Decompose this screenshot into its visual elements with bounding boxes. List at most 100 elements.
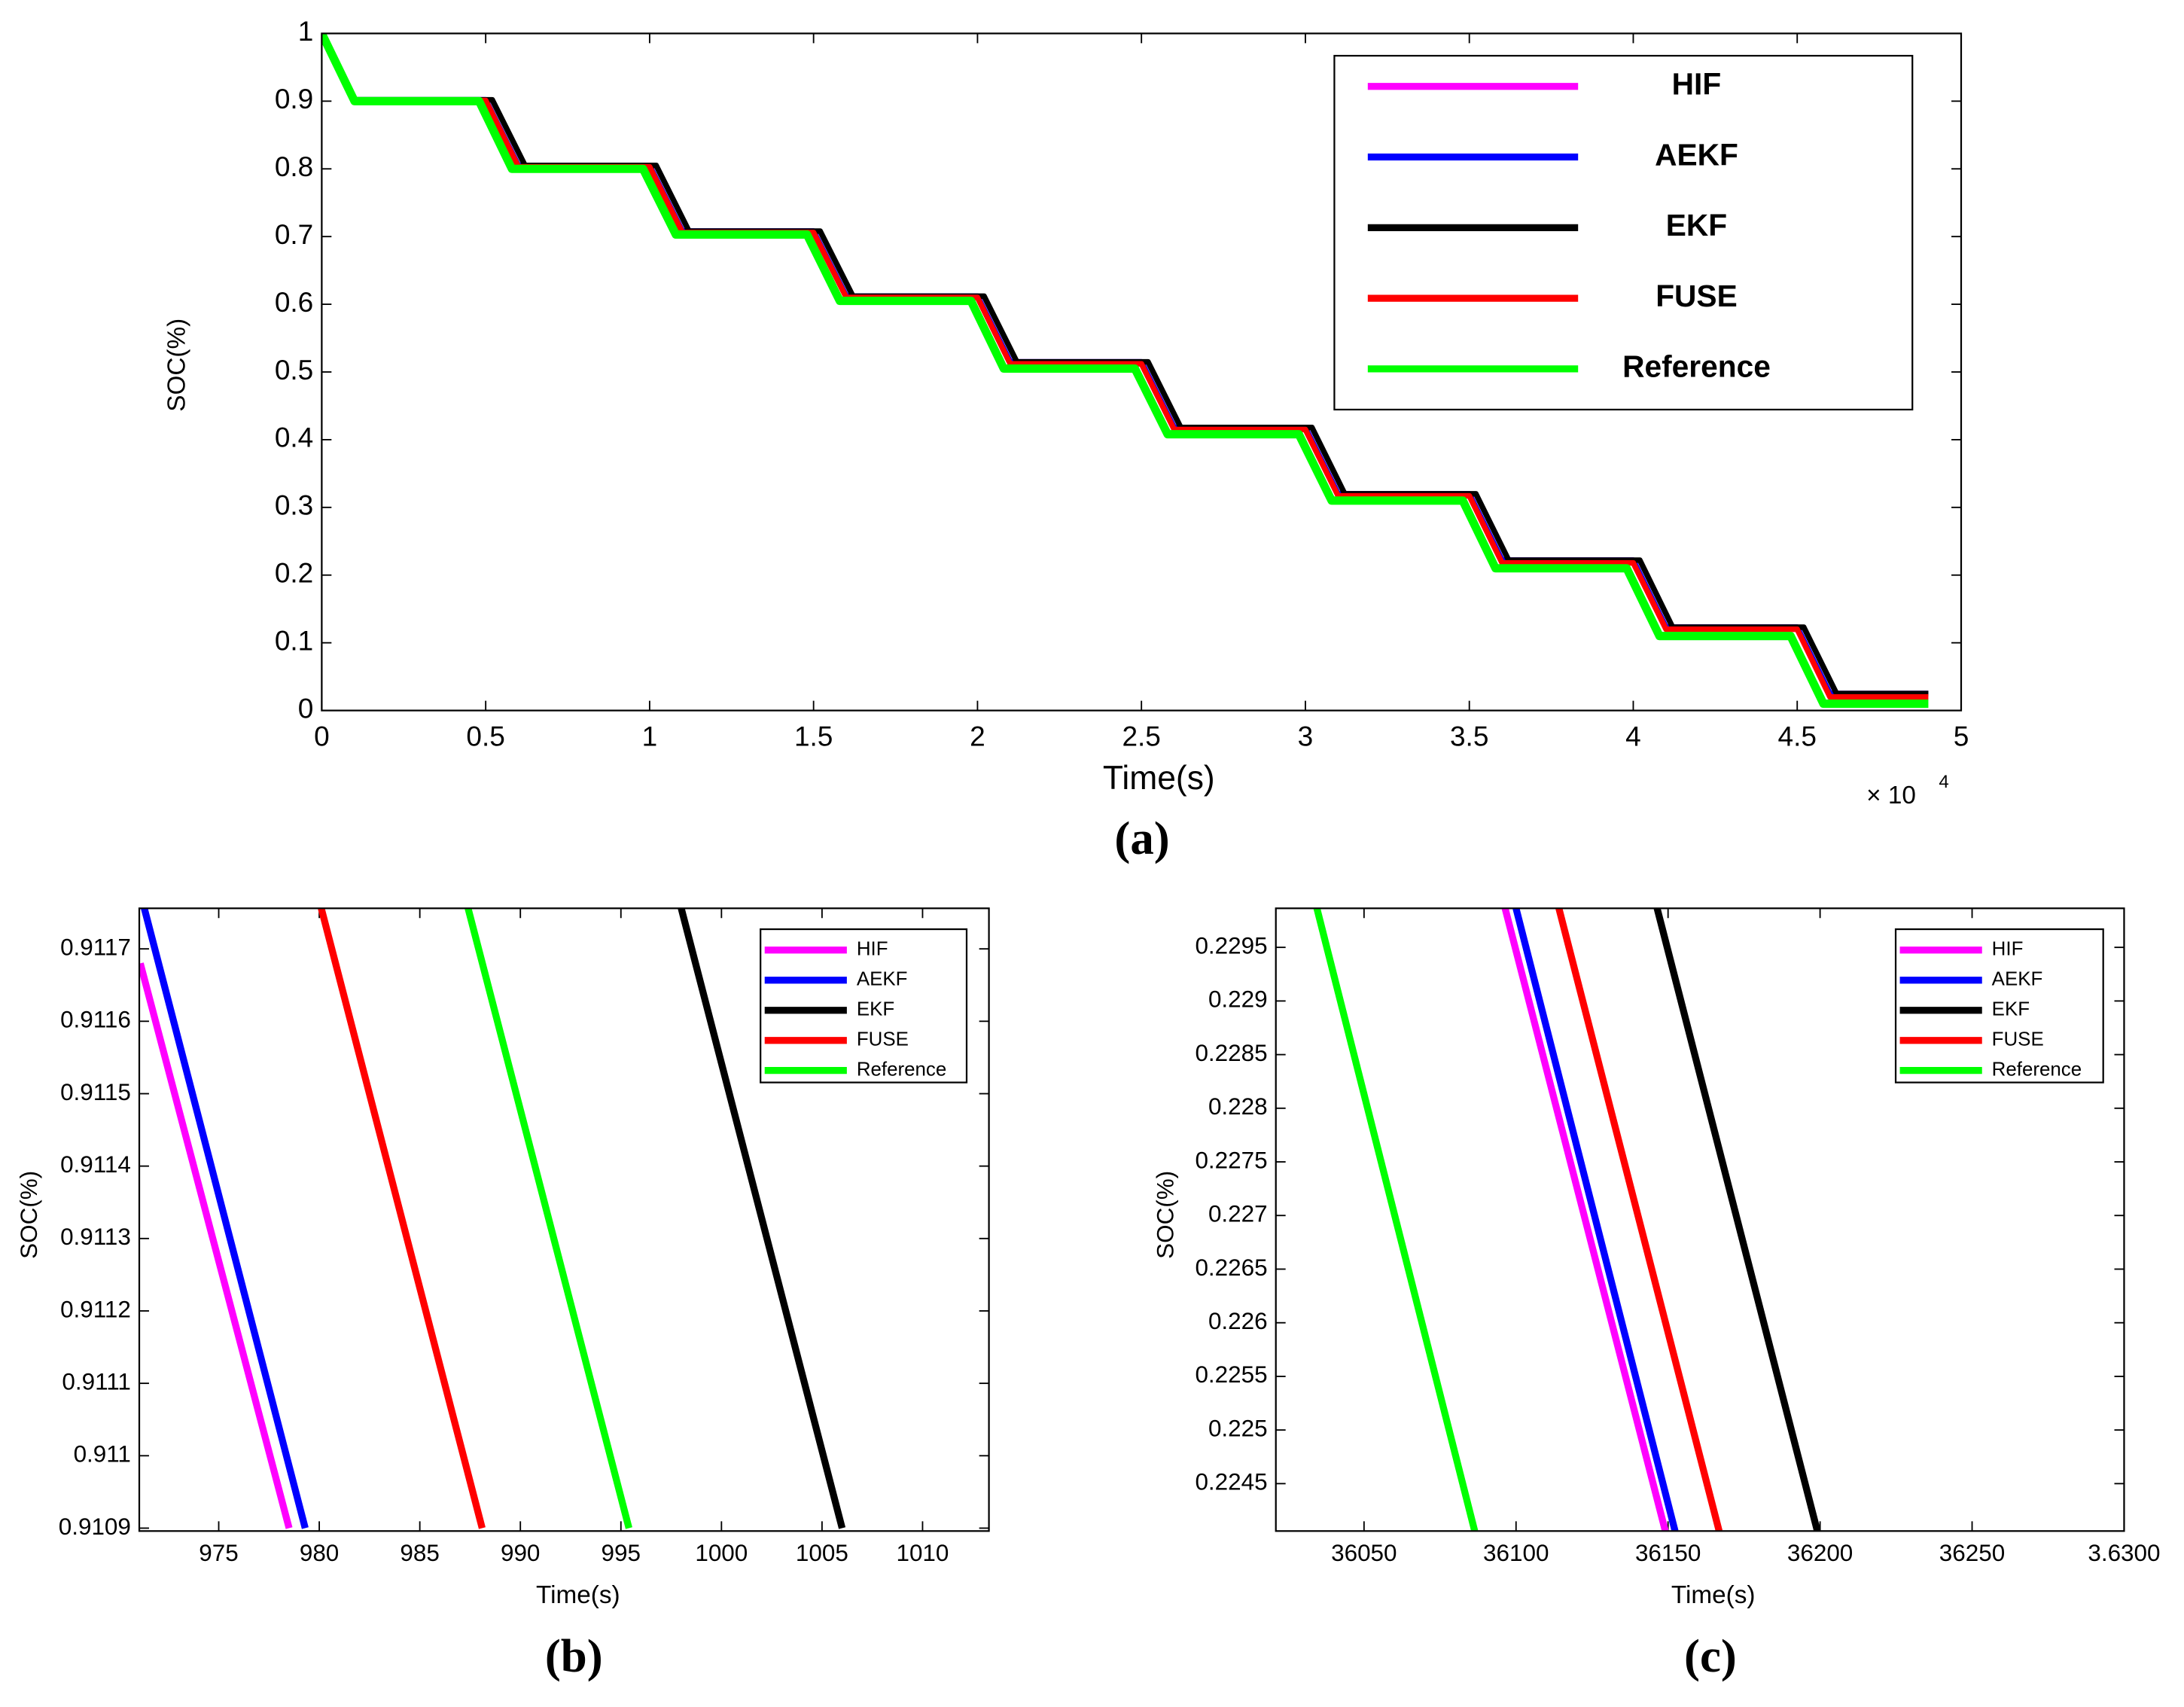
legend-label: FUSE <box>1992 1029 2044 1050</box>
legend-label: EKF <box>1666 208 1727 242</box>
y-tick-label: 0.4 <box>275 422 313 453</box>
x-axis-label: Time(s) <box>536 1581 620 1609</box>
y-tick-label: 0.2285 <box>1195 1040 1267 1066</box>
legend-label: HIF <box>857 939 888 960</box>
y-tick-label: 0.9115 <box>60 1079 131 1105</box>
series-line <box>139 962 293 1529</box>
x-exponent: 4 <box>1939 772 1948 792</box>
y-tick-label: 0.5 <box>275 355 313 386</box>
x-tick-label: 4 <box>1625 721 1641 751</box>
y-tick-label: 0.7 <box>275 219 313 250</box>
x-tick-label: 980 <box>300 1540 339 1566</box>
axes-box <box>321 32 1963 712</box>
x-axis-label: Time(s) <box>1103 760 1215 797</box>
x-tick-label: 36150 <box>1635 1540 1701 1566</box>
y-tick-label: 0.225 <box>1208 1415 1268 1441</box>
y-tick-label: 0 <box>298 693 314 724</box>
legend-box <box>760 928 968 1084</box>
axes-box <box>1275 907 2125 1532</box>
series-line <box>1653 908 1821 1532</box>
series-line <box>1512 908 1679 1532</box>
x-tick-label: 2.5 <box>1122 721 1160 751</box>
series-group <box>321 33 1929 709</box>
y-tick-label: 0.911 <box>74 1441 131 1468</box>
series-line <box>141 908 309 1529</box>
series-line <box>678 908 846 1529</box>
legend-label: Reference <box>1622 349 1771 384</box>
y-tick-label: 0.9114 <box>60 1151 131 1178</box>
caption: (c) <box>1684 1629 1737 1682</box>
series-group <box>1313 908 1821 1532</box>
legend-label: HIF <box>1672 66 1722 101</box>
caption: (b) <box>545 1629 603 1682</box>
x-tick-label: 995 <box>602 1540 641 1566</box>
y-axis-label: SOC(%) <box>163 319 191 412</box>
series-line <box>321 33 1929 709</box>
legend-label: AEKF <box>1655 137 1738 172</box>
series-line <box>1555 908 1723 1532</box>
x-axis-label: Time(s) <box>1671 1581 1756 1609</box>
legend-label: EKF <box>1992 999 2030 1020</box>
series-line <box>1501 908 1669 1532</box>
y-tick-label: 0.9 <box>275 84 313 114</box>
x-tick-label: 4.5 <box>1778 721 1817 751</box>
legend-label: AEKF <box>1992 969 2043 990</box>
y-tick-label: 0.9117 <box>60 934 131 960</box>
y-tick-label: 0.9111 <box>62 1368 131 1395</box>
legend-label: FUSE <box>857 1029 909 1050</box>
x-tick-label: 985 <box>400 1540 439 1566</box>
y-tick-label: 0.229 <box>1208 986 1268 1013</box>
x-multiplier: × 10 <box>1866 782 1916 809</box>
x-tick-label: 3.5 <box>1450 721 1488 751</box>
y-tick-label: 0.9112 <box>60 1296 131 1322</box>
x-tick-label: 36250 <box>1939 1540 2005 1566</box>
y-tick-label: 0.9116 <box>60 1007 131 1033</box>
y-tick-label: 0.227 <box>1208 1201 1268 1227</box>
y-tick-label: 0.2255 <box>1195 1361 1267 1388</box>
y-tick-label: 0.6 <box>275 287 313 318</box>
y-tick-label: 1 <box>298 16 314 47</box>
legend-label: Reference <box>857 1059 946 1081</box>
x-tick-label: 36100 <box>1483 1540 1549 1566</box>
legend-box <box>1333 54 1914 411</box>
legend-label: FUSE <box>1656 279 1738 313</box>
legend-box <box>1894 928 2104 1084</box>
x-tick-label: 36200 <box>1787 1540 1853 1566</box>
x-tick-label: 2 <box>970 721 985 751</box>
x-tick-label: 3 <box>1298 721 1314 751</box>
legend-label: Reference <box>1992 1059 2082 1081</box>
x-tick-label: 36050 <box>1331 1540 1397 1566</box>
series-line <box>1313 908 1479 1532</box>
series-line <box>465 908 632 1529</box>
y-tick-label: 0.226 <box>1208 1308 1268 1334</box>
series-line <box>318 908 486 1529</box>
x-tick-label: 1.5 <box>794 721 833 751</box>
x-tick-label: 5 <box>1954 721 1969 751</box>
y-tick-label: 0.228 <box>1208 1093 1268 1120</box>
x-tick-label: 975 <box>199 1540 238 1566</box>
y-tick-label: 0.2245 <box>1195 1469 1267 1495</box>
y-tick-label: 0.2295 <box>1195 932 1267 959</box>
series-group <box>139 908 846 1529</box>
y-tick-label: 0.8 <box>275 151 313 182</box>
x-tick-label: 3.6300 <box>2088 1540 2160 1566</box>
x-tick-label: 1000 <box>695 1540 748 1566</box>
x-tick-label: 0 <box>314 721 330 751</box>
x-tick-label: 990 <box>501 1540 540 1566</box>
y-tick-label: 0.9109 <box>59 1513 131 1540</box>
axes-box <box>138 907 990 1532</box>
y-tick-label: 0.2 <box>275 558 313 589</box>
x-tick-label: 1 <box>642 721 658 751</box>
y-tick-label: 0.3 <box>275 490 313 521</box>
legend-label: EKF <box>857 999 894 1020</box>
legend-label: AEKF <box>857 969 908 990</box>
y-axis-label: SOC(%) <box>1153 1171 1179 1259</box>
x-tick-label: 0.5 <box>466 721 504 751</box>
x-tick-label: 1005 <box>796 1540 848 1566</box>
x-tick-label: 1010 <box>896 1540 949 1566</box>
y-tick-label: 0.2275 <box>1195 1147 1267 1173</box>
caption: (a) <box>1114 812 1169 864</box>
legend-label: HIF <box>1992 939 2024 960</box>
